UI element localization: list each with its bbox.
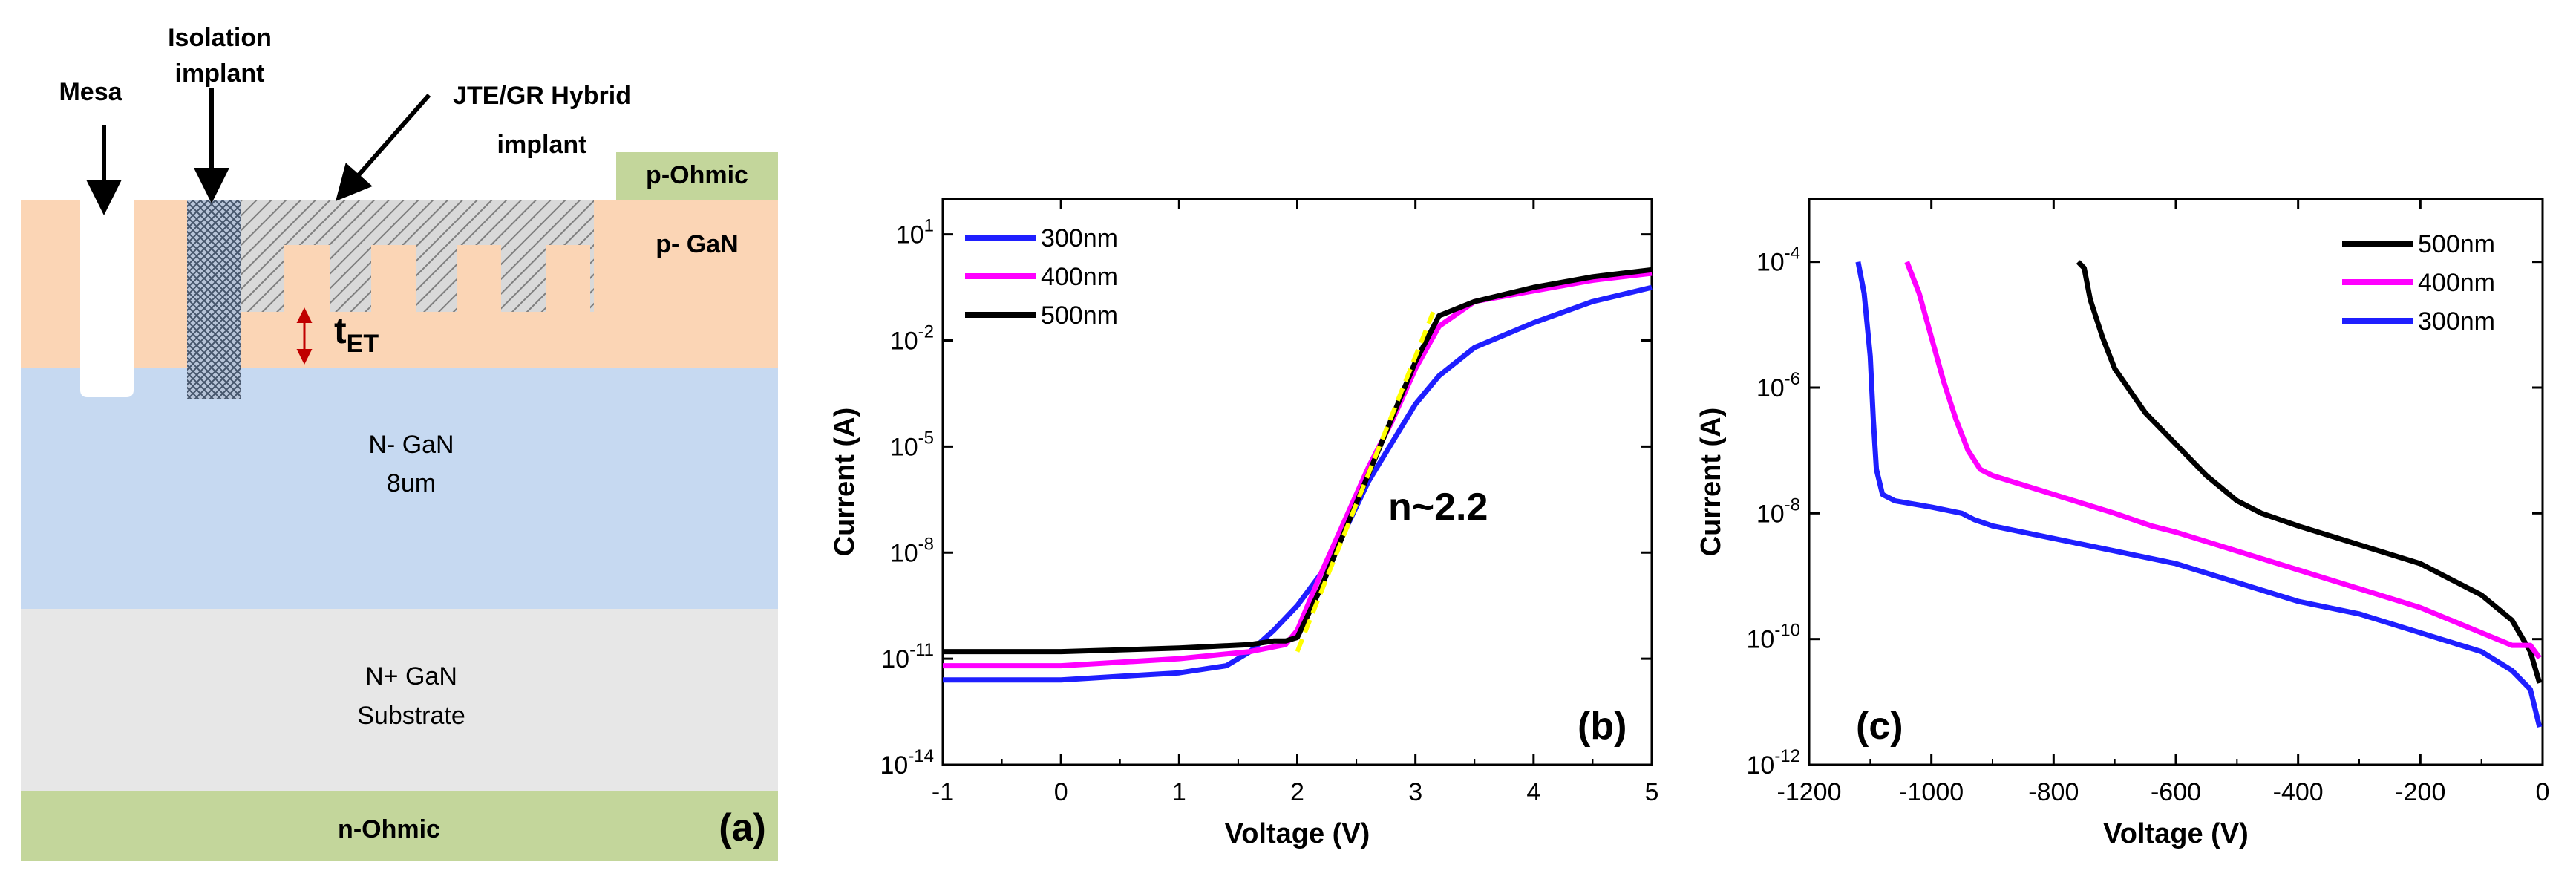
y-tick-base: 10 <box>880 751 908 780</box>
y-tick-exponent: -14 <box>908 746 934 766</box>
y-tick-base: 10 <box>1746 751 1774 780</box>
x-tick-label: 4 <box>1526 778 1540 806</box>
y-tick-exponent: -6 <box>1785 369 1800 389</box>
x-tick-label: 2 <box>1290 778 1304 806</box>
y-tick-base: 10 <box>1756 374 1785 402</box>
y-tick-exponent: -10 <box>1774 621 1800 641</box>
x-tick-label: -200 <box>2395 778 2445 806</box>
y-tick-exponent: -11 <box>909 640 934 660</box>
jte-label-1: JTE/GR Hybrid <box>453 82 631 110</box>
x-tick-label: -400 <box>2273 778 2324 806</box>
isolation-implant <box>187 200 241 399</box>
y-tick-base: 10 <box>890 539 918 567</box>
x-tick-label: 5 <box>1645 778 1659 806</box>
y-tick-base: 10 <box>881 645 909 673</box>
series-line-500nm <box>2076 260 2543 684</box>
p-gan-label: p- GaN <box>656 230 738 258</box>
t-et-main: t <box>334 310 347 351</box>
y-tick-exponent: -4 <box>1785 244 1800 264</box>
chart-b-forward-iv: -1 0 1 2 3 4 510110-210-510-810-1110-14Voltage… <box>829 198 1659 849</box>
panel-label: (b) <box>1578 705 1627 748</box>
y-tick-base: 10 <box>890 433 918 461</box>
legend-label: 300nm <box>1041 224 1118 252</box>
panel-a-label: (a) <box>719 806 766 849</box>
nplus-label-2: Substrate <box>357 702 465 730</box>
y-tick-exponent: 1 <box>924 216 934 236</box>
series-line-300nm <box>1855 261 2543 728</box>
isolation-label-1: Isolation <box>168 24 272 52</box>
t-et-label: tET <box>334 310 379 358</box>
legend-label: 500nm <box>2418 230 2495 258</box>
y-tick-base: 10 <box>896 221 924 249</box>
y-tick-exponent: -8 <box>1785 495 1800 515</box>
y-axis-label: Current (A) <box>1696 408 1727 557</box>
x-axis-label: Voltage (V) <box>2103 818 2249 849</box>
n-ohmic-label: n-Ohmic <box>338 815 440 843</box>
y-tick-label: 10-4 <box>1756 244 1800 277</box>
jte-arrow <box>336 94 431 202</box>
n-ohmic-contact <box>21 791 778 861</box>
x-axis-label: Voltage (V) <box>1225 818 1370 849</box>
y-tick-label: 10-2 <box>890 322 934 356</box>
jte-gr-implant <box>241 200 594 312</box>
p-ohmic-contact <box>616 152 778 200</box>
x-tick-label: -1000 <box>1899 778 1964 806</box>
legend-label: 400nm <box>2418 269 2495 297</box>
legend-label: 300nm <box>2418 307 2495 336</box>
y-tick-label: 10-11 <box>881 640 934 673</box>
t-et-sub: ET <box>347 330 379 358</box>
p-ohmic-label: p-Ohmic <box>646 161 748 189</box>
n-gan-label-2: 8um <box>387 469 436 497</box>
y-tick-label: 101 <box>896 216 934 249</box>
y-tick-label: 10-10 <box>1746 621 1800 654</box>
y-tick-label: 10-14 <box>880 746 934 780</box>
y-tick-exponent: -2 <box>918 322 934 342</box>
x-tick-label: 0 <box>1054 778 1068 806</box>
panel-a-cross-section: Mesa Isolation implant JTE/GR Hybrid imp… <box>21 24 778 861</box>
x-tick-label: 1 <box>1172 778 1186 806</box>
series-line-300nm <box>943 284 1653 683</box>
y-axis-label: Current (A) <box>829 408 860 557</box>
n-gan-layer <box>21 368 778 609</box>
x-tick-label: -800 <box>2028 778 2079 806</box>
y-tick-label: 10-8 <box>890 534 934 567</box>
nplus-label-1: N+ GaN <box>365 662 457 691</box>
y-tick-label: 10-12 <box>1746 746 1800 780</box>
y-tick-label: 10-6 <box>1756 369 1800 402</box>
x-tick-label: -1 <box>932 778 954 806</box>
isolation-label-2: implant <box>175 59 265 88</box>
y-tick-exponent: -5 <box>918 428 934 448</box>
y-tick-label: 10-5 <box>890 428 934 461</box>
x-tick-label: 0 <box>2536 778 2550 806</box>
panel-label: (c) <box>1856 705 1903 748</box>
y-tick-base: 10 <box>1756 500 1785 528</box>
x-tick-label: 3 <box>1408 778 1422 806</box>
series-line-400nm <box>1904 261 2542 660</box>
y-tick-exponent: -8 <box>918 534 934 554</box>
chart-c-reverse-iv: -1200 -1000 -800 -600 -400 -200 010-410-610-81… <box>1696 198 2550 849</box>
legend-label: 400nm <box>1041 263 1118 291</box>
x-tick-label: -1200 <box>1777 778 1842 806</box>
mesa-trench <box>80 200 134 397</box>
legend-label: 500nm <box>1041 301 1118 330</box>
y-tick-exponent: -12 <box>1774 746 1800 766</box>
y-tick-base: 10 <box>890 327 918 356</box>
nplus-substrate-layer <box>21 609 778 791</box>
x-tick-label: -600 <box>2151 778 2201 806</box>
ideality-annotation: n~2.2 <box>1388 486 1488 529</box>
n-gan-label-1: N- GaN <box>368 431 454 459</box>
y-tick-base: 10 <box>1746 626 1774 654</box>
mesa-label: Mesa <box>59 78 122 106</box>
jte-label-2: implant <box>497 131 587 159</box>
y-tick-label: 10-8 <box>1756 495 1800 528</box>
y-tick-base: 10 <box>1756 249 1785 277</box>
